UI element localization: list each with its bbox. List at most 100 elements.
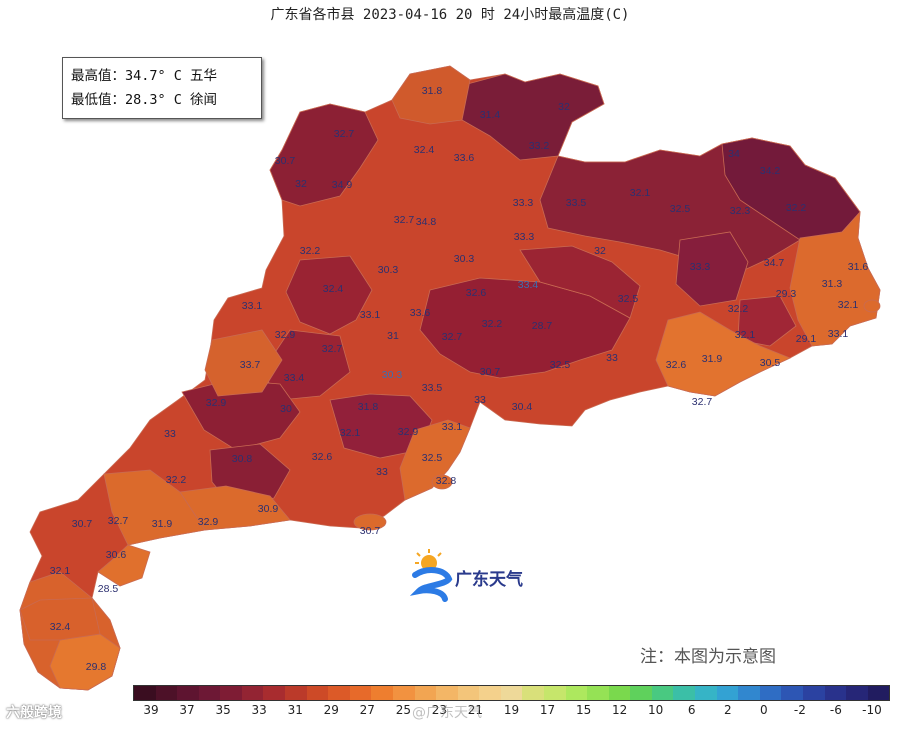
temperature-label: 33.4 <box>518 279 539 291</box>
temperature-label: 30.7 <box>360 525 381 537</box>
temperature-label: 32.1 <box>735 329 756 341</box>
temperature-label: 32.5 <box>670 203 691 215</box>
legend-swatch <box>522 686 544 700</box>
legend-swatch <box>781 686 803 700</box>
legend-label: 17 <box>539 703 556 717</box>
temperature-label: 31.8 <box>422 85 443 97</box>
temperature-label: 34.8 <box>416 216 437 228</box>
temperature-label: 29.1 <box>796 333 817 345</box>
temperature-label: 32.5 <box>618 293 639 305</box>
temperature-label: 30.7 <box>72 518 93 530</box>
legend-label: 37 <box>179 703 195 717</box>
temperature-label: 32 <box>594 245 606 257</box>
temperature-label: 31.4 <box>480 109 501 121</box>
temperature-label: 32.6 <box>666 359 687 371</box>
legend-swatch <box>802 686 825 700</box>
legend-swatch <box>543 686 566 700</box>
legend-swatch <box>738 686 760 700</box>
temperature-label: 31.8 <box>358 401 379 413</box>
temperature-label: 30.3 <box>382 369 403 381</box>
watermark-center: @广东天气 <box>412 705 482 721</box>
temperature-label: 34 <box>728 148 740 160</box>
legend-label: 21 <box>467 703 484 717</box>
temperature-label: 33.6 <box>454 152 475 164</box>
temperature-label: 32.7 <box>108 515 129 527</box>
temperature-label: 29.8 <box>86 661 107 673</box>
temperature-label: 30.3 <box>378 264 399 276</box>
temperature-label: 33.3 <box>513 197 534 209</box>
temperature-label: 30.7 <box>275 155 296 167</box>
legend-label: -6 <box>829 703 842 717</box>
temperature-label: 33.1 <box>242 300 263 312</box>
legend-swatch <box>285 686 307 700</box>
legend-swatch <box>759 686 782 700</box>
temperature-label: 31.3 <box>822 278 843 290</box>
max-temperature: 最高值：34.7° C 五华 <box>71 68 218 84</box>
legend-label: 0 <box>760 703 768 717</box>
temperature-label: 31.6 <box>848 261 869 273</box>
legend-label: 2 <box>723 703 732 717</box>
legend-swatch <box>716 686 739 700</box>
temperature-label: 33 <box>474 394 486 406</box>
temperature-label: 33.7 <box>240 359 261 371</box>
temperature-label: 32 <box>295 178 307 190</box>
temperature-label: 30.4 <box>512 401 533 413</box>
temperature-label: 32.7 <box>322 343 343 355</box>
legend-label: 15 <box>575 703 592 717</box>
temperature-label: 32.9 <box>398 426 419 438</box>
temperature-label: 31.9 <box>702 353 723 365</box>
temperature-label: 33 <box>606 352 618 364</box>
legend-swatch <box>328 686 350 700</box>
legend-label: 25 <box>395 703 411 717</box>
temperature-label: 34.7 <box>764 257 785 269</box>
legend-swatch <box>651 686 674 700</box>
watermark-left: 六般跨境 <box>6 705 62 721</box>
temperature-label: 30.9 <box>258 503 279 515</box>
legend-label: -10 <box>862 703 882 717</box>
color-legend <box>133 685 890 701</box>
temperature-label: 30.8 <box>232 453 253 465</box>
legend-swatch <box>587 686 609 700</box>
temperature-label: 32.9 <box>198 516 219 528</box>
legend-labels: 39 37 35 33 31 29 27 25 23 21 19 17 15 12 10 6 2 0 -2 -6 -10 <box>133 703 890 717</box>
temperature-label: 33 <box>164 428 176 440</box>
temperature-label: 32.2 <box>728 303 749 315</box>
legend-swatch <box>155 686 178 700</box>
weather-logo <box>405 545 555 607</box>
legend-label: 10 <box>648 703 664 717</box>
temperature-label: 33.3 <box>690 261 711 273</box>
legend-label: 35 <box>215 703 231 717</box>
legend-swatch <box>673 686 696 700</box>
temperature-label: 33.5 <box>566 197 587 209</box>
province-shape <box>19 65 881 691</box>
legend-swatch <box>436 686 458 700</box>
temperature-label: 32 <box>558 101 570 113</box>
legend-swatch <box>846 686 868 700</box>
temperature-label: 32.8 <box>436 475 457 487</box>
legend-swatch <box>414 686 437 700</box>
legend-swatch <box>608 686 631 700</box>
legend-swatch <box>134 686 156 700</box>
temperature-label: 33.1 <box>442 421 463 433</box>
legend-swatch <box>695 686 717 700</box>
temperature-label: 32.3 <box>730 205 751 217</box>
temperature-labels: 31.8 31.4 32 32.7 32.4 33.2 33.6 30.7 32 34.9 33.3… <box>50 85 869 673</box>
legend-swatch <box>565 686 588 700</box>
temperature-label: 32.6 <box>466 287 487 299</box>
legend-swatch <box>867 686 890 700</box>
temperature-label: 32.4 <box>323 283 344 295</box>
legend-label: 27 <box>359 703 375 717</box>
legend-swatch <box>392 686 415 700</box>
temperature-label: 32.7 <box>692 396 713 408</box>
legend-swatch <box>349 686 372 700</box>
legend-label: 33 <box>251 703 267 717</box>
temperature-label: 34.9 <box>332 179 353 191</box>
legend-label: 31 <box>287 703 303 717</box>
legend-label: 6 <box>687 703 696 717</box>
temperature-label: 32.1 <box>630 187 651 199</box>
temperature-label: 32.1 <box>838 299 859 311</box>
temperature-label: 32.9 <box>206 397 227 409</box>
temperature-label: 29.3 <box>776 288 797 300</box>
legend-swatch <box>263 686 286 700</box>
